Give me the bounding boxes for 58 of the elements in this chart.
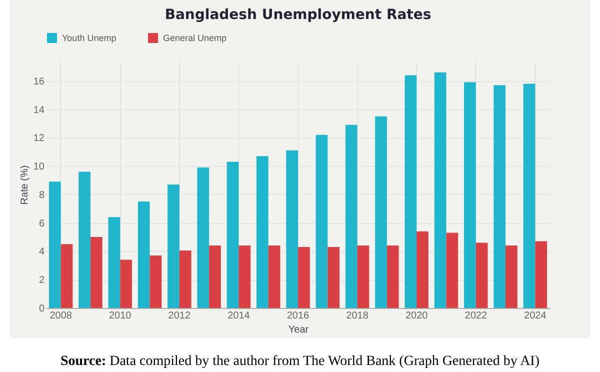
bar — [404, 75, 417, 308]
bar — [298, 246, 310, 308]
legend-label: Youth Unemp — [62, 33, 116, 43]
bar — [286, 150, 298, 308]
chart-title: Bangladesh Unemployment Rates — [164, 7, 432, 23]
bar — [446, 232, 458, 308]
bar — [150, 255, 162, 308]
bar — [238, 246, 251, 308]
bar — [434, 72, 446, 308]
source-note: Source: Data compiled by the author from The World Bank (Graph Generated by AI) — [59, 354, 541, 370]
bar — [48, 182, 61, 308]
bar — [345, 124, 358, 308]
bar — [523, 84, 536, 308]
bar — [375, 116, 387, 308]
bar — [464, 82, 476, 308]
bar — [494, 85, 506, 308]
x-tick-label: 2012 — [168, 310, 191, 322]
bar — [506, 246, 518, 308]
x-tick-label: 2024 — [524, 310, 547, 322]
y-axis-title: Rate (%) — [19, 165, 30, 205]
bar — [316, 134, 328, 308]
bar — [386, 246, 399, 308]
bar — [138, 202, 150, 308]
x-tick-label: 2016 — [286, 310, 310, 322]
bar — [268, 246, 280, 308]
x-tick-label: 2014 — [228, 310, 250, 322]
x-axis-title: Year — [288, 324, 310, 336]
bar — [78, 172, 90, 308]
bar — [476, 242, 488, 308]
bar — [357, 246, 370, 308]
bar — [168, 184, 180, 308]
y-tick-label: 14 — [33, 104, 45, 116]
bar — [226, 162, 239, 308]
x-tick-label: 2018 — [346, 310, 369, 322]
y-tick-label: 12 — [33, 133, 45, 144]
bar — [256, 156, 268, 308]
bar — [209, 246, 221, 308]
bar — [60, 244, 73, 308]
x-tick-label: 2008 — [50, 310, 72, 322]
y-tick-label: 6 — [38, 218, 45, 230]
legend-label: General Unemp — [163, 33, 227, 43]
bar — [120, 260, 132, 308]
y-tick-label: 8 — [38, 190, 45, 201]
bar — [535, 241, 548, 308]
bar — [179, 250, 192, 308]
y-tick-label: 10 — [33, 162, 45, 173]
x-tick-label: 2022 — [464, 310, 488, 322]
y-tick-label: 4 — [38, 246, 45, 258]
y-tick-label: 2 — [38, 275, 45, 286]
bar — [328, 246, 340, 308]
bar — [90, 237, 102, 308]
bar — [197, 167, 210, 308]
bar — [108, 217, 120, 308]
y-tick-label: 16 — [33, 76, 45, 88]
y-tick-label: 0 — [38, 304, 45, 314]
x-tick-label: 2010 — [108, 310, 132, 322]
bar — [416, 231, 428, 308]
x-tick-label: 2020 — [405, 310, 428, 322]
